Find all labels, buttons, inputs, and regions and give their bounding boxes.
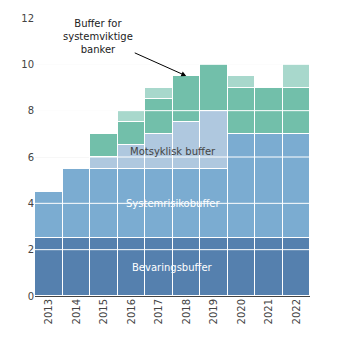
svg-text:2021: 2021 [263,299,274,324]
svg-text:Bevaringsbuffer: Bevaringsbuffer [132,262,213,273]
svg-text:2022: 2022 [291,299,302,324]
svg-text:8: 8 [28,105,34,116]
svg-text:Motsyklisk buffer: Motsyklisk buffer [130,146,216,157]
svg-text:10: 10 [21,59,34,70]
svg-text:2: 2 [28,244,34,255]
svg-text:2018: 2018 [181,299,192,324]
svg-text:Systemrisikobuffer: Systemrisikobuffer [126,198,220,209]
svg-text:12: 12 [21,13,34,24]
svg-text:2016: 2016 [126,299,137,324]
svg-text:2017: 2017 [153,299,164,324]
svg-text:6: 6 [28,152,34,163]
svg-text:2015: 2015 [98,299,109,324]
svg-text:Buffer forsystemviktigebanker: Buffer forsystemviktigebanker [63,18,133,55]
svg-text:0: 0 [28,291,34,302]
svg-text:2019: 2019 [208,299,219,324]
svg-text:2020: 2020 [236,299,247,324]
svg-text:2014: 2014 [71,299,82,324]
svg-text:2013: 2013 [43,299,54,324]
svg-text:4: 4 [28,198,34,209]
